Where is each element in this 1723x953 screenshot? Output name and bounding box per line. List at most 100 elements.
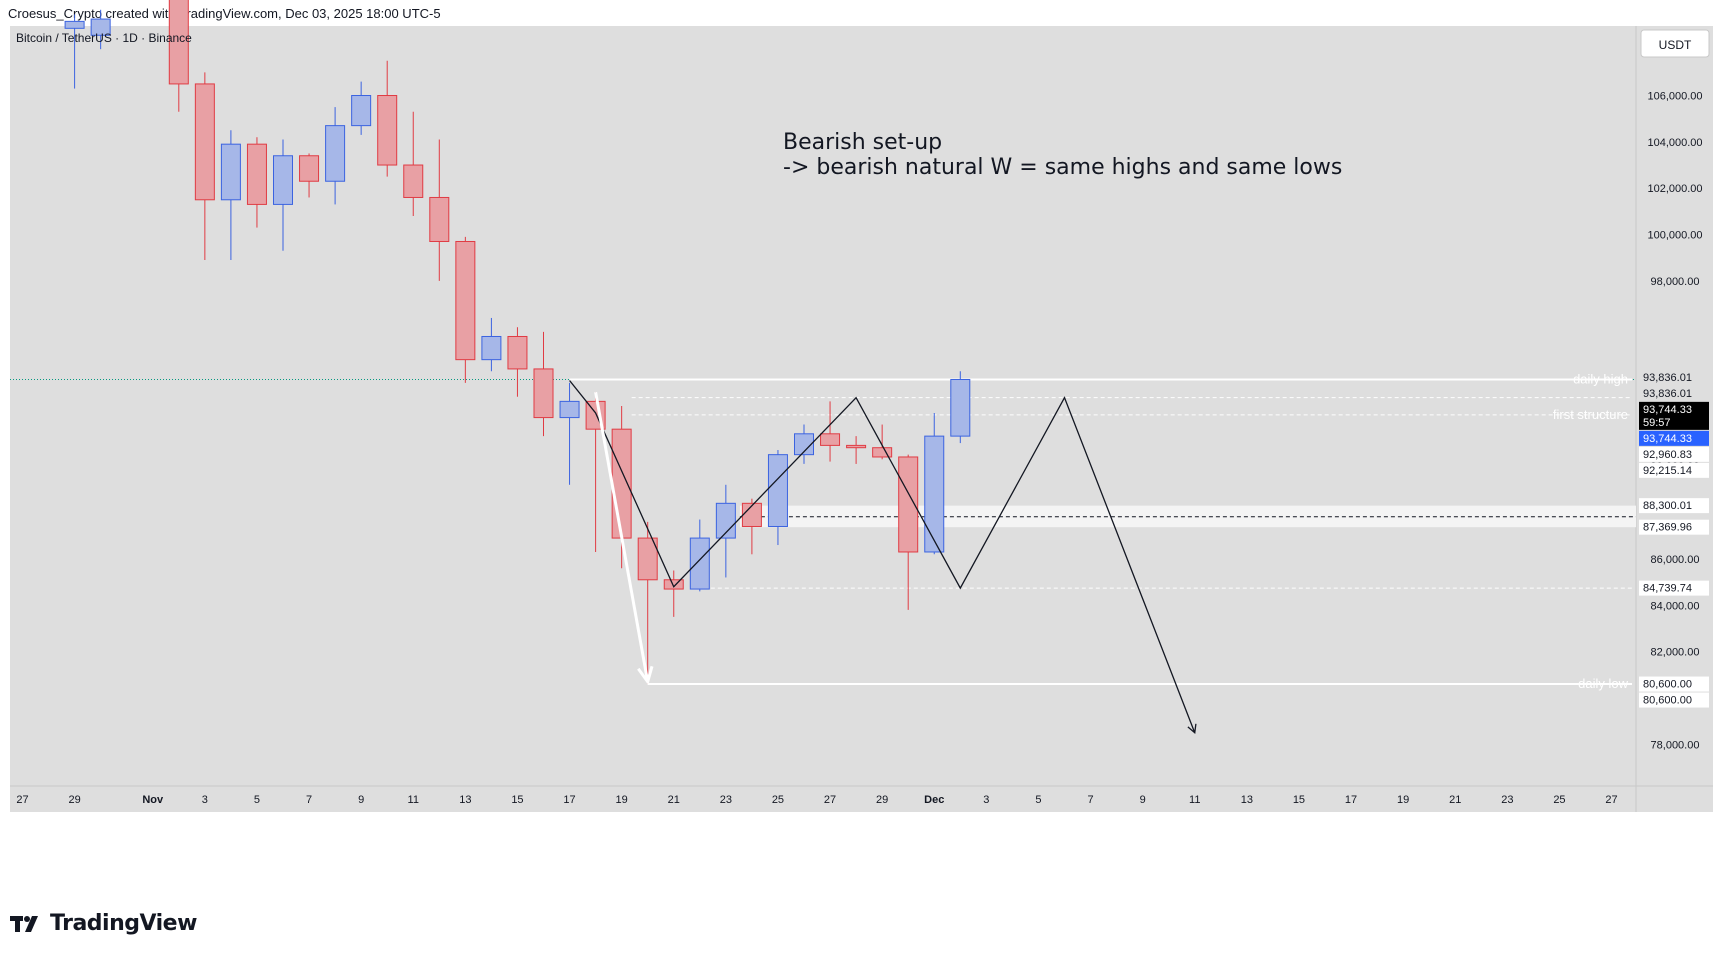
x-tick-label: 13	[459, 794, 471, 806]
candle[interactable]	[377, 60, 398, 177]
candle-body	[637, 537, 658, 581]
candle[interactable]	[403, 111, 424, 216]
price-axis-label-text: 80,600.00	[1643, 679, 1692, 691]
price-axis-label[interactable]: 87,369.96	[1639, 519, 1709, 535]
candle[interactable]	[429, 139, 450, 281]
candle[interactable]	[872, 424, 893, 460]
tradingview-logo[interactable]: TradingView	[10, 911, 197, 936]
candle[interactable]	[559, 382, 580, 485]
price-axis-label-bg	[1639, 676, 1709, 692]
candle[interactable]	[637, 521, 658, 685]
currency-button[interactable]: USDT	[1640, 29, 1710, 58]
candle[interactable]	[950, 371, 971, 444]
y-tick-label: 98,000.00	[1651, 276, 1700, 288]
candle[interactable]	[246, 137, 267, 228]
price-axis-label[interactable]: 92,215.14	[1639, 462, 1709, 478]
price-axis-label[interactable]: 88,300.01	[1639, 498, 1709, 514]
x-tick-label: 25	[1553, 794, 1565, 806]
candle[interactable]	[351, 81, 372, 135]
price-axis-label-text: 93,744.33	[1643, 433, 1692, 445]
candle[interactable]	[64, 14, 85, 89]
x-tick-label: 13	[1241, 794, 1253, 806]
chart-credit: Croesus_Crypto created with TradingView.…	[8, 6, 441, 21]
candle[interactable]	[715, 484, 736, 578]
chart-pane[interactable]	[10, 26, 1636, 786]
x-tick-label: 29	[876, 794, 888, 806]
candle[interactable]	[455, 236, 476, 383]
x-tick-label: 19	[1397, 794, 1409, 806]
candle[interactable]	[533, 331, 554, 437]
annotation-title[interactable]: Bearish set-up	[783, 130, 942, 155]
candle[interactable]	[898, 454, 919, 610]
price-axis-label[interactable]: 80,600.00	[1639, 692, 1709, 708]
candle-body	[90, 18, 111, 36]
price-axis-label-bg	[1639, 462, 1709, 478]
candle-body	[950, 378, 971, 437]
price-axis-label-bg	[1639, 498, 1709, 514]
annotation-subtitle[interactable]: -> bearish natural W = same highs and sa…	[783, 155, 1342, 180]
y-tick-label: 100,000.00	[1647, 230, 1702, 242]
x-tick-label: 5	[1035, 794, 1041, 806]
price-axis-label-text: 87,369.96	[1643, 522, 1692, 534]
candle[interactable]	[90, 9, 111, 50]
candle[interactable]	[924, 412, 945, 555]
candle[interactable]	[194, 72, 215, 261]
candle[interactable]	[220, 130, 241, 261]
candle[interactable]	[846, 436, 867, 464]
w-pattern-arrowhead	[1187, 723, 1197, 734]
price-axis-label[interactable]: 93,836.01	[1639, 370, 1709, 385]
candle-body	[299, 155, 320, 182]
y-tick-label: 102,000.00	[1647, 183, 1702, 195]
price-axis-label[interactable]: 93,836.01	[1639, 386, 1709, 401]
candle-body	[64, 20, 85, 29]
symbol-label[interactable]: Bitcoin / TetherUS · 1D · Binance	[16, 31, 192, 45]
candle[interactable]	[689, 519, 710, 592]
x-tick-label: 7	[306, 794, 312, 806]
time-axis-pane[interactable]	[10, 786, 1713, 812]
x-tick-label: 11	[408, 794, 419, 806]
candle-body	[168, 0, 189, 85]
candle-body	[611, 428, 632, 539]
candle[interactable]	[168, 0, 189, 112]
price-axis-label[interactable]: 80,600.00	[1639, 676, 1709, 692]
x-tick-label: 7	[1087, 794, 1093, 806]
x-tick-label: 23	[1501, 794, 1513, 806]
x-tick-label: 25	[772, 794, 784, 806]
x-tick-label: 21	[668, 794, 680, 806]
candle[interactable]	[794, 424, 814, 464]
x-tick-label: Nov	[142, 794, 164, 806]
x-tick-label: 5	[254, 794, 260, 806]
level-label: daily high	[1573, 371, 1628, 386]
price-axis-label-bg	[1639, 446, 1709, 462]
w-pattern-path[interactable]	[569, 380, 1196, 733]
currency-label: USDT	[1659, 38, 1692, 52]
x-tick-label: 29	[68, 794, 80, 806]
candle[interactable]	[507, 327, 528, 397]
candle-body	[194, 83, 215, 201]
candle-body	[689, 537, 710, 590]
candle[interactable]	[481, 317, 502, 372]
price-axis-label[interactable]: 93,744.33	[1639, 430, 1709, 446]
x-tick-label: 27	[16, 794, 28, 806]
price-axis-label-text: 92,960.83	[1643, 449, 1692, 461]
price-axis-label[interactable]: 84,739.74	[1639, 580, 1709, 596]
candle-body	[559, 400, 580, 419]
candle-body	[273, 155, 293, 205]
candle[interactable]	[299, 153, 320, 198]
candle[interactable]	[820, 401, 841, 462]
drop-arrow[interactable]	[594, 391, 650, 682]
candle[interactable]	[273, 139, 293, 251]
candle-body	[820, 433, 841, 446]
candle[interactable]	[663, 570, 684, 617]
x-tick-label: 23	[720, 794, 732, 806]
candle-body	[507, 335, 528, 370]
candle-body	[924, 435, 945, 553]
candle[interactable]	[325, 107, 346, 205]
candle-body	[351, 95, 372, 127]
drop-arrow-head	[637, 665, 654, 686]
y-tick-label: 78,000.00	[1651, 739, 1700, 751]
candle[interactable]	[767, 450, 788, 546]
price-axis-label[interactable]: 92,960.83	[1639, 446, 1709, 462]
